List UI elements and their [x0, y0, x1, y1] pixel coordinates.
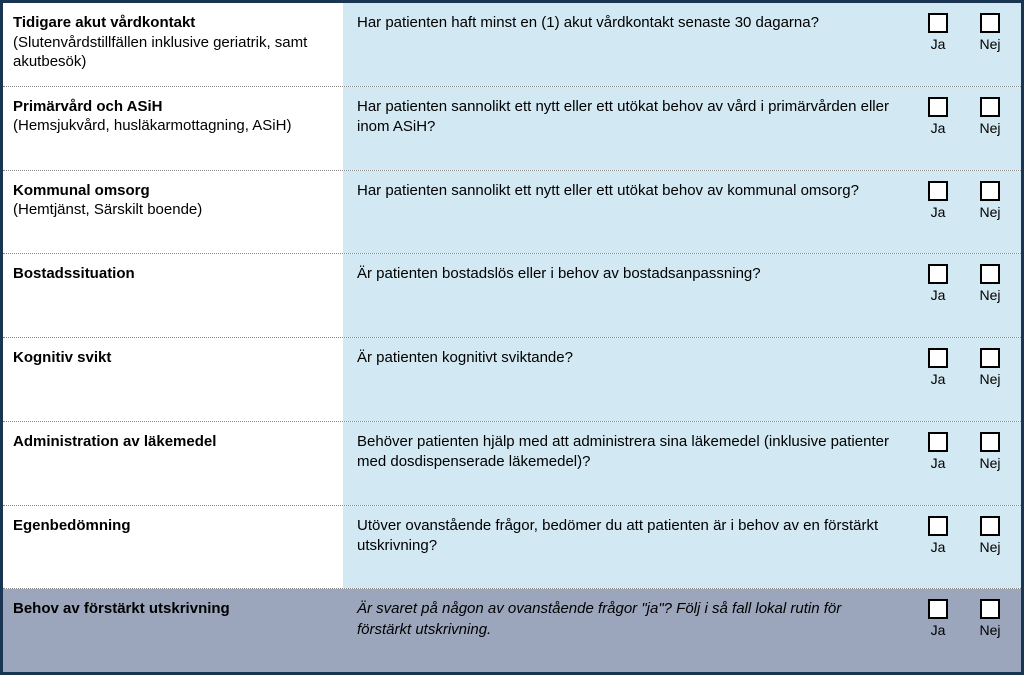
check-col-no: Nej: [971, 432, 1009, 473]
check-col-no: Nej: [971, 348, 1009, 389]
row-question: Har patienten sannolikt ett nytt eller e…: [357, 97, 905, 138]
row-title: Kommunal omsorg: [13, 182, 150, 199]
check-col-yes: Ja: [919, 264, 957, 305]
checkbox-yes-egenbedomning[interactable]: [928, 516, 948, 536]
row-label-administration-lakemedel: Administration av läkemedel: [3, 422, 343, 505]
row-question-cell-primarvard-asih: Har patienten sannolikt ett nytt eller e…: [343, 87, 1021, 170]
row-question: Har patienten haft minst en (1) akut vår…: [357, 13, 905, 33]
checkbox-yes-kommunal-omsorg[interactable]: [928, 181, 948, 201]
row-question-cell-egenbedomning: Utöver ovanstående frågor, bedömer du at…: [343, 506, 1021, 589]
form-row-egenbedomning: Egenbedömning Utöver ovanstående frågor, …: [3, 506, 1021, 590]
check-col-no: Nej: [971, 516, 1009, 557]
checkbox-yes-primarvard-asih[interactable]: [928, 97, 948, 117]
row-question-cell-kommunal-omsorg: Har patienten sannolikt ett nytt eller e…: [343, 171, 1021, 254]
checkbox-label-yes: Ja: [931, 203, 946, 222]
form-row-bostadssituation: Bostadssituation Är patienten bostadslös …: [3, 254, 1021, 338]
check-col-no: Nej: [971, 181, 1009, 222]
row-title: Primärvård och ASiH: [13, 98, 163, 115]
checkbox-no-bostadssituation[interactable]: [980, 264, 1000, 284]
form-row-tidigare-akut: Tidigare akut vårdkontakt (Slutenvårdstil…: [3, 3, 1021, 87]
check-col-yes: Ja: [919, 181, 957, 222]
row-label-kommunal-omsorg: Kommunal omsorg (Hemtjänst, Särskilt boen…: [3, 171, 343, 254]
assessment-form: Tidigare akut vårdkontakt (Slutenvårdstil…: [0, 0, 1024, 675]
check-col-yes: Ja: [919, 432, 957, 473]
row-question: Är svaret på någon av ovanstående frågor…: [357, 599, 905, 640]
checkbox-label-yes: Ja: [931, 454, 946, 473]
row-question: Har patienten sannolikt ett nytt eller e…: [357, 181, 905, 201]
row-label-bostadssituation: Bostadssituation: [3, 254, 343, 337]
check-col-no: Nej: [971, 13, 1009, 54]
checkbox-yes-bostadssituation[interactable]: [928, 264, 948, 284]
checkbox-yes-tidigare-akut[interactable]: [928, 13, 948, 33]
form-row-kommunal-omsorg: Kommunal omsorg (Hemtjänst, Särskilt boen…: [3, 171, 1021, 255]
checkbox-label-no: Nej: [979, 370, 1000, 389]
checkbox-label-no: Nej: [979, 621, 1000, 640]
checkbox-no-kognitiv-svikt[interactable]: [980, 348, 1000, 368]
form-row-kognitiv-svikt: Kognitiv svikt Är patienten kognitivt svi…: [3, 338, 1021, 422]
row-question-cell-bostadssituation: Är patienten bostadslös eller i behov av…: [343, 254, 1021, 337]
checkbox-yes-behov-forstarkt[interactable]: [928, 599, 948, 619]
checkbox-no-tidigare-akut[interactable]: [980, 13, 1000, 33]
checkbox-no-kommunal-omsorg[interactable]: [980, 181, 1000, 201]
check-col-yes: Ja: [919, 348, 957, 389]
checkbox-label-yes: Ja: [931, 119, 946, 138]
check-col-yes: Ja: [919, 13, 957, 54]
checkbox-label-yes: Ja: [931, 35, 946, 54]
row-question: Är patienten kognitivt sviktande?: [357, 348, 905, 368]
checkbox-no-behov-forstarkt[interactable]: [980, 599, 1000, 619]
checkbox-label-yes: Ja: [931, 286, 946, 305]
row-title: Bostadssituation: [13, 265, 135, 282]
checkbox-no-primarvard-asih[interactable]: [980, 97, 1000, 117]
checkbox-yes-administration-lakemedel[interactable]: [928, 432, 948, 452]
row-label-tidigare-akut: Tidigare akut vårdkontakt (Slutenvårdstil…: [3, 3, 343, 86]
checkbox-label-yes: Ja: [931, 370, 946, 389]
row-label-behov-forstarkt: Behov av förstärkt utskrivning: [3, 589, 343, 672]
row-question-cell-behov-forstarkt: Är svaret på någon av ovanstående frågor…: [343, 589, 1021, 672]
checkbox-label-no: Nej: [979, 203, 1000, 222]
checkbox-label-no: Nej: [979, 35, 1000, 54]
checkbox-label-yes: Ja: [931, 538, 946, 557]
form-row-administration-lakemedel: Administration av läkemedel Behöver patie…: [3, 422, 1021, 506]
checkbox-no-administration-lakemedel[interactable]: [980, 432, 1000, 452]
checkbox-yes-kognitiv-svikt[interactable]: [928, 348, 948, 368]
checkbox-label-no: Nej: [979, 454, 1000, 473]
check-col-no: Nej: [971, 264, 1009, 305]
row-title: Egenbedömning: [13, 517, 131, 534]
check-col-no: Nej: [971, 599, 1009, 640]
row-question: Behöver patienten hjälp med att administ…: [357, 432, 905, 473]
row-title: Behov av förstärkt utskrivning: [13, 600, 230, 617]
row-subtitle: (Slutenvårdstillfällen inklusive geriatr…: [13, 34, 307, 71]
checkbox-no-egenbedomning[interactable]: [980, 516, 1000, 536]
row-question-cell-kognitiv-svikt: Är patienten kognitivt sviktande? Ja Nej: [343, 338, 1021, 421]
row-label-kognitiv-svikt: Kognitiv svikt: [3, 338, 343, 421]
checkbox-label-yes: Ja: [931, 621, 946, 640]
check-col-yes: Ja: [919, 516, 957, 557]
row-label-primarvard-asih: Primärvård och ASiH (Hemsjukvård, husläka…: [3, 87, 343, 170]
row-question: Är patienten bostadslös eller i behov av…: [357, 264, 905, 284]
checkbox-label-no: Nej: [979, 119, 1000, 138]
row-question-cell-tidigare-akut: Har patienten haft minst en (1) akut vår…: [343, 3, 1021, 86]
row-subtitle: (Hemtjänst, Särskilt boende): [13, 201, 202, 218]
row-title: Administration av läkemedel: [13, 433, 216, 450]
check-col-yes: Ja: [919, 97, 957, 138]
form-row-behov-forstarkt: Behov av förstärkt utskrivning Är svaret …: [3, 589, 1021, 672]
check-col-yes: Ja: [919, 599, 957, 640]
row-title: Kognitiv svikt: [13, 349, 111, 366]
check-col-no: Nej: [971, 97, 1009, 138]
checkbox-label-no: Nej: [979, 538, 1000, 557]
form-row-primarvard-asih: Primärvård och ASiH (Hemsjukvård, husläka…: [3, 87, 1021, 171]
row-subtitle: (Hemsjukvård, husläkarmottagning, ASiH): [13, 117, 291, 134]
row-label-egenbedomning: Egenbedömning: [3, 506, 343, 589]
row-question-cell-administration-lakemedel: Behöver patienten hjälp med att administ…: [343, 422, 1021, 505]
row-question: Utöver ovanstående frågor, bedömer du at…: [357, 516, 905, 557]
checkbox-label-no: Nej: [979, 286, 1000, 305]
row-title: Tidigare akut vårdkontakt: [13, 14, 195, 31]
